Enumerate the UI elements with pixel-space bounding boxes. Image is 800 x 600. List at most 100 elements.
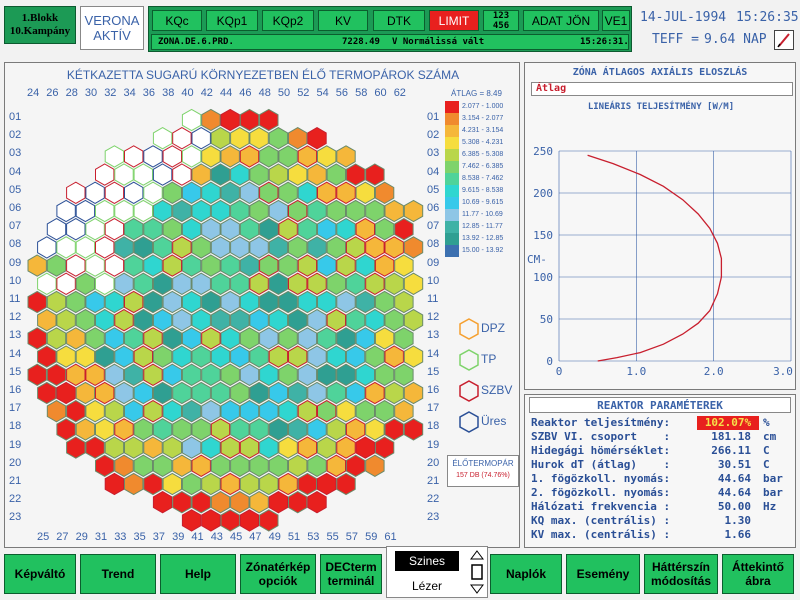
- fuel-cell[interactable]: [56, 199, 76, 223]
- fuel-cell[interactable]: [143, 327, 163, 350]
- fuel-cell[interactable]: [278, 436, 298, 459]
- fuel-cell[interactable]: [297, 181, 318, 204]
- fuel-cell[interactable]: [259, 290, 279, 314]
- fuel-cell[interactable]: [307, 163, 327, 186]
- core-hex-map[interactable]: [5, 63, 521, 549]
- fuel-cell[interactable]: [268, 418, 289, 441]
- fuel-cell[interactable]: [297, 218, 318, 241]
- fuel-cell[interactable]: [345, 236, 366, 259]
- fuel-cell[interactable]: [268, 272, 289, 295]
- fuel-cell[interactable]: [365, 454, 385, 477]
- fuel-cell[interactable]: [365, 272, 385, 295]
- fuel-cell[interactable]: [210, 309, 231, 332]
- fuel-cell[interactable]: [336, 436, 356, 459]
- fuel-cell[interactable]: [210, 163, 231, 186]
- fuel-cell[interactable]: [56, 381, 76, 405]
- fuel-cell[interactable]: [374, 290, 395, 314]
- fuel-cell[interactable]: [104, 436, 125, 459]
- fuel-cell[interactable]: [278, 145, 298, 168]
- fuel-cell[interactable]: [288, 163, 308, 186]
- fuel-cell[interactable]: [191, 272, 211, 295]
- fuel-cell[interactable]: [172, 163, 192, 186]
- fuel-cell[interactable]: [374, 254, 395, 277]
- fuel-cell[interactable]: [143, 400, 163, 423]
- fuel-cell[interactable]: [104, 363, 125, 386]
- fuel-cell[interactable]: [152, 454, 173, 477]
- fuel-cell[interactable]: [288, 418, 308, 441]
- fuel-cell[interactable]: [336, 218, 356, 241]
- fuel-cell[interactable]: [210, 272, 231, 295]
- fuel-cell[interactable]: [317, 181, 337, 204]
- fuel-cell[interactable]: [162, 181, 182, 204]
- fuel-cell[interactable]: [162, 327, 182, 350]
- fuel-cell[interactable]: [288, 454, 308, 477]
- fuel-cell[interactable]: [317, 472, 337, 496]
- fuel-cell[interactable]: [220, 181, 240, 204]
- fuel-cell[interactable]: [326, 199, 346, 223]
- fuel-cell[interactable]: [336, 254, 356, 277]
- fuel-cell[interactable]: [201, 218, 221, 241]
- fuel-cell[interactable]: [268, 199, 289, 223]
- fuel-cell[interactable]: [336, 363, 356, 386]
- fuel-cell[interactable]: [210, 381, 231, 405]
- fuel-cell[interactable]: [114, 236, 134, 259]
- fuel-cell[interactable]: [317, 363, 337, 386]
- fuel-cell[interactable]: [268, 345, 289, 368]
- fuel-cell[interactable]: [95, 454, 115, 477]
- fuel-cell[interactable]: [191, 381, 211, 405]
- fuel-cell[interactable]: [191, 309, 211, 332]
- fuel-cell[interactable]: [374, 181, 395, 204]
- fuel-cell[interactable]: [259, 436, 279, 459]
- bottom-button-4[interactable]: DECterm terminál: [320, 554, 382, 594]
- fuel-cell[interactable]: [152, 345, 173, 368]
- number-grid-button[interactable]: 123 456: [483, 10, 519, 31]
- atlag-tab[interactable]: Átlag: [536, 83, 567, 94]
- mode-scroll-arrows[interactable]: [469, 549, 485, 595]
- fuel-cell[interactable]: [288, 491, 308, 514]
- fuel-cell[interactable]: [259, 400, 279, 423]
- fuel-cell[interactable]: [172, 454, 192, 477]
- fuel-cell[interactable]: [230, 309, 250, 332]
- fuel-cell[interactable]: [374, 400, 395, 423]
- fuel-cell[interactable]: [66, 400, 86, 423]
- bottom-button-1[interactable]: Trend: [80, 554, 156, 594]
- fuel-cell[interactable]: [75, 309, 96, 332]
- fuel-cell[interactable]: [307, 127, 327, 150]
- fuel-cell[interactable]: [56, 236, 76, 259]
- fuel-cell[interactable]: [124, 218, 144, 241]
- fuel-cell[interactable]: [133, 309, 153, 332]
- fuel-cell[interactable]: [259, 254, 279, 277]
- fuel-cell[interactable]: [317, 327, 337, 350]
- kqc-button[interactable]: KQc: [152, 10, 202, 31]
- fuel-cell[interactable]: [124, 254, 144, 277]
- fuel-cell[interactable]: [239, 436, 260, 459]
- fuel-cell[interactable]: [326, 309, 346, 332]
- fuel-cell[interactable]: [172, 309, 192, 332]
- fuel-cell[interactable]: [336, 327, 356, 350]
- bottom-button-3[interactable]: Zónatérkép opciók: [240, 554, 316, 594]
- fuel-cell[interactable]: [278, 363, 298, 386]
- fuel-cell[interactable]: [249, 345, 269, 368]
- fuel-cell[interactable]: [278, 290, 298, 314]
- fuel-cell[interactable]: [249, 309, 269, 332]
- fuel-cell[interactable]: [403, 272, 424, 295]
- fuel-cell[interactable]: [220, 290, 240, 314]
- fuel-cell[interactable]: [278, 472, 298, 496]
- fuel-cell[interactable]: [249, 381, 269, 405]
- fuel-cell[interactable]: [365, 309, 385, 332]
- fuel-cell[interactable]: [46, 363, 67, 386]
- fuel-cell[interactable]: [172, 127, 192, 150]
- fuel-cell[interactable]: [201, 327, 221, 350]
- fuel-cell[interactable]: [317, 145, 337, 168]
- fuel-cell[interactable]: [114, 381, 134, 405]
- fuel-cell[interactable]: [365, 163, 385, 186]
- fuel-cell[interactable]: [249, 272, 269, 295]
- fuel-cell[interactable]: [143, 145, 163, 168]
- fuel-cell[interactable]: [66, 181, 86, 204]
- fuel-cell[interactable]: [104, 254, 125, 277]
- fuel-cell[interactable]: [394, 254, 414, 277]
- fuel-cell[interactable]: [374, 218, 395, 241]
- fuel-cell[interactable]: [143, 218, 163, 241]
- fuel-cell[interactable]: [220, 363, 240, 386]
- fuel-cell[interactable]: [104, 472, 125, 496]
